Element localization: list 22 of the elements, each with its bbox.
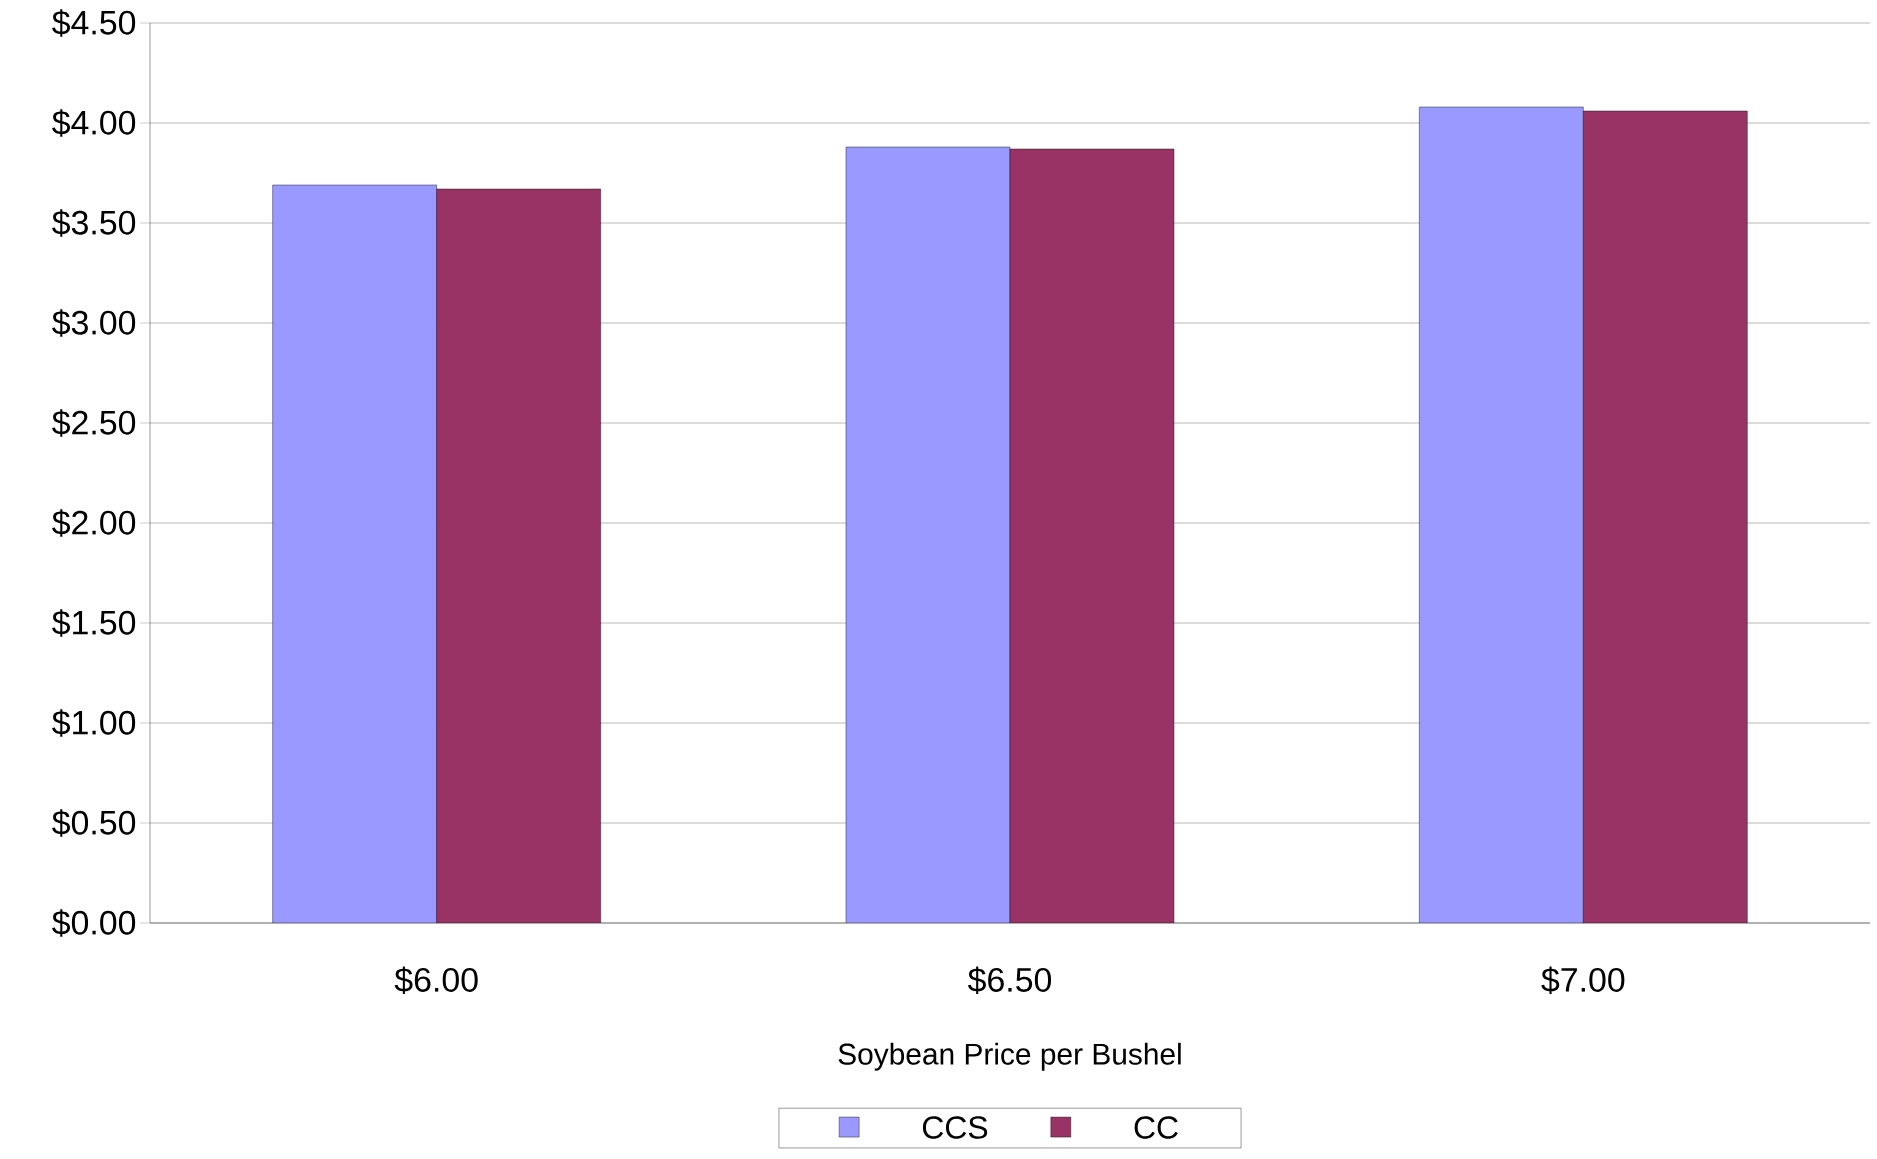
bar <box>845 146 1010 923</box>
x-axis-title: Soybean Price per Bushel <box>838 1042 1181 1071</box>
y-tick-label: $1.00 <box>52 709 136 737</box>
bar <box>436 188 601 923</box>
x-tick-label: $6.50 <box>967 966 1052 994</box>
legend-label: CC <box>1134 1116 1178 1139</box>
y-tick-label: $3.50 <box>52 209 136 237</box>
bar <box>1583 110 1748 923</box>
y-tick-label: $1.50 <box>52 609 136 637</box>
y-tick-label: $4.50 <box>52 9 136 37</box>
bar <box>1009 148 1174 923</box>
y-tick-label: $2.00 <box>52 509 136 537</box>
y-tick-label: $0.00 <box>52 909 136 937</box>
y-tick-label: $3.00 <box>52 309 136 337</box>
y-tick-label: $0.50 <box>52 809 136 837</box>
x-tick-label: $6.00 <box>394 966 478 994</box>
bar <box>272 184 437 923</box>
y-tick-label: $2.50 <box>52 409 136 437</box>
bar <box>1419 106 1584 923</box>
legend-label: CCS <box>922 1116 988 1139</box>
x-tick-label: $7.00 <box>1541 966 1625 994</box>
y-tick-label: $4.00 <box>52 109 136 137</box>
